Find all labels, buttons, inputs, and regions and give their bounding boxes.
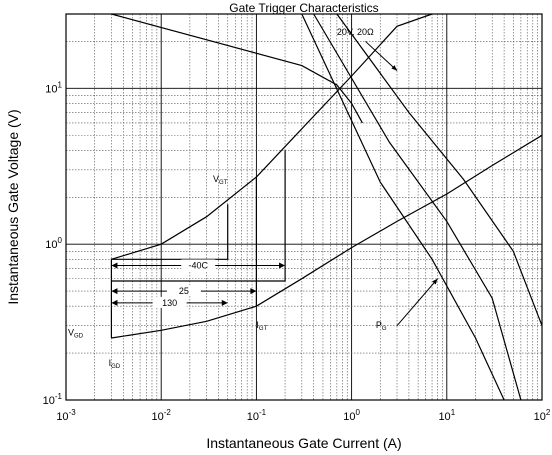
- series-line-20w-0-1ms: [336, 13, 543, 326]
- range-arrowhead-right: [250, 288, 257, 295]
- range-arrowhead-right: [279, 262, 286, 269]
- x-tick-label: 10-2: [152, 408, 172, 423]
- annotation: IGD: [109, 358, 121, 370]
- annotation: 20V, 20Ω: [337, 27, 374, 37]
- range-arrowhead-left: [111, 288, 118, 295]
- chart-title: Gate Trigger Characteristics: [229, 1, 378, 15]
- annotation: IGT: [256, 320, 267, 332]
- series-line-upper: [111, 13, 433, 260]
- x-tick-label: 10-1: [247, 408, 267, 423]
- y-tick-label: 101: [45, 80, 62, 95]
- y-axis-label: Instantaneous Gate Voltage (V): [5, 109, 21, 304]
- x-axis-label: Instantaneous Gate Current (A): [206, 435, 401, 451]
- y-tick-label: 10-1: [43, 392, 63, 407]
- pg-arrowhead: [432, 278, 438, 285]
- range-arrowhead-left: [111, 299, 118, 306]
- load-line-arrow: [365, 41, 398, 71]
- x-tick-label: 101: [438, 408, 455, 423]
- series-line-8w-0-5ms: [313, 13, 522, 401]
- y-tick-labels: 10-1 100 101: [43, 80, 63, 407]
- grid: [65, 13, 542, 401]
- series-layer: [110, 13, 543, 401]
- x-tick-labels: 10-3 10-2 10-1 100 101 102: [56, 408, 551, 423]
- trigger-boundary: [110, 204, 229, 338]
- annotation: PG: [376, 320, 387, 332]
- range-arrowhead-right: [221, 299, 228, 306]
- range-label: -40C: [188, 260, 208, 270]
- pg-arrow: [396, 278, 438, 326]
- load-line-arrowhead: [391, 65, 398, 71]
- annotation: VGD: [68, 327, 84, 339]
- plot-area: [65, 13, 543, 401]
- range-label-bg: [152, 296, 187, 308]
- x-tick-label: 102: [534, 408, 551, 423]
- series-line-4w-8-0ms: [301, 13, 505, 401]
- range-label: 130: [162, 298, 177, 308]
- x-tick-label: 10-3: [56, 408, 76, 423]
- range-label-bg: [166, 285, 201, 297]
- range-label: 25: [179, 286, 189, 296]
- range-label-bg: [181, 259, 216, 271]
- series-line-lower: [111, 134, 543, 339]
- y-tick-label: 100: [45, 236, 62, 251]
- x-tick-label: 100: [343, 408, 360, 423]
- range-arrowhead-left: [111, 262, 118, 269]
- annotation: VGT: [213, 174, 228, 186]
- series-line-20v-20: [111, 13, 363, 124]
- trigger-boundary: [111, 150, 286, 282]
